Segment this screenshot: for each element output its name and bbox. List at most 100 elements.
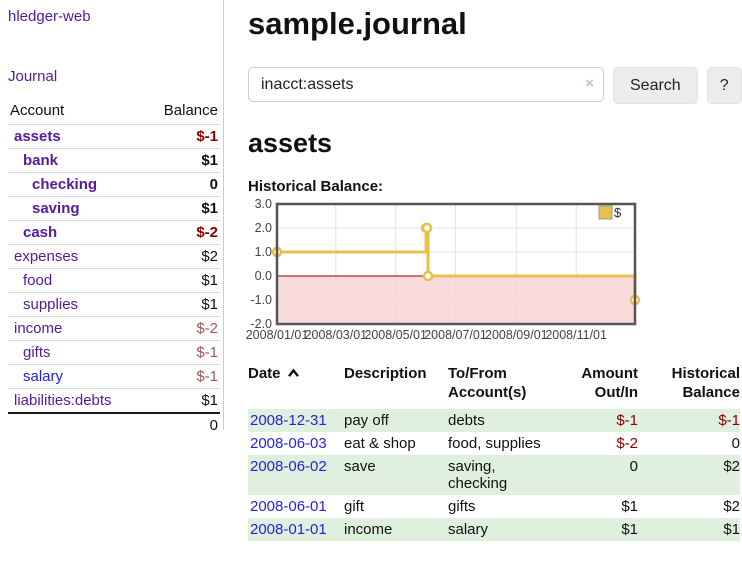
transaction-amount: $1 [621,498,638,515]
account-row: checking 0 [8,172,220,197]
y-tick-label: 1.0 [255,245,272,259]
register-row[interactable]: 2008-01-01 income salary $1 $1 [248,518,740,541]
account-row: salary $-1 [8,364,220,389]
clear-search-icon[interactable]: × [585,75,594,92]
account-row: food $1 [8,268,220,293]
negative-region [277,276,635,324]
balance-chart[interactable]: $3.0 2.0 1.0 0.0 -1.0 -2.0 2008/01/01 2008/03/0… [246,197,742,348]
data-point-marker [422,270,434,282]
transaction-accounts: food, supplies [448,435,541,452]
transaction-accounts: salary [448,521,489,538]
account-row: liabilities:debts $1 [8,388,220,414]
search-input-wrap: × [248,67,604,102]
brand-link[interactable]: hledger-web [8,8,91,25]
x-tick-label: 2008/03/01 [305,328,368,342]
y-tick-label: 2.0 [255,221,272,235]
account-row: cash $-2 [8,220,220,245]
register-row[interactable]: 2008-06-03 eat & shop food, supplies $-2 0 [248,432,740,455]
accounts-header-balance: Balance [163,102,218,119]
account-link[interactable]: assets [14,128,61,145]
account-row: expenses $2 [8,244,220,269]
register-header-amount: Amount Out/In [581,365,638,401]
account-link[interactable]: salary [23,368,64,385]
search-form: × Search ? [248,67,742,104]
transaction-date-link[interactable]: 2008-06-03 [250,435,327,452]
accounts-table: Account Balance assets $-1 bank $1 checking 0… [8,99,220,437]
account-row: saving $1 [8,196,220,221]
sidebar-divider [223,0,224,430]
account-link[interactable]: income [14,320,63,337]
register-header-date[interactable]: Date [248,360,344,409]
x-tick-label: 2008/01/01 [246,328,309,342]
x-tick-label: 2008/09/01 [485,328,548,342]
x-tick-label: 2008/05/01 [364,328,427,342]
sort-ascending-icon [287,368,299,377]
account-link[interactable]: bank [23,152,59,169]
y-tick-label: -2.0 [250,317,272,331]
accounts-header-row: Account Balance [8,99,220,125]
sidebar-item-journal[interactable]: Journal [8,68,58,85]
transaction-description: income [344,521,393,538]
transaction-date-link[interactable]: 2008-06-02 [250,458,327,475]
search-input[interactable] [248,67,604,102]
account-link[interactable]: food [23,272,53,289]
account-row: bank $1 [8,148,220,173]
transaction-balance: $2 [723,498,740,515]
account-balance: $-1 [196,128,218,145]
transaction-accounts: saving, checking [448,458,508,492]
register-header-description: Description [344,365,427,382]
register-header-balance: Historical Balance [671,365,740,401]
page-title: sample.journal [248,6,467,41]
account-balance: $2 [201,248,218,265]
transaction-accounts: gifts [448,498,476,515]
y-tick-label: 3.0 [255,197,272,211]
account-row: income $-2 [8,316,220,341]
account-balance: 0 [209,176,218,193]
help-button[interactable]: ? [706,67,742,104]
account-balance: $1 [201,152,218,169]
transaction-accounts: debts [448,412,485,429]
transaction-amount: $-2 [616,435,638,452]
search-button[interactable]: Search [613,67,698,104]
account-balance: $-1 [196,368,218,385]
data-point-marker [421,222,433,234]
accounts-header-account: Account [10,102,65,119]
account-link[interactable]: cash [23,224,58,241]
transaction-description: save [344,458,376,475]
account-row: gifts $-1 [8,340,220,365]
transaction-amount: 0 [629,458,638,475]
account-link[interactable]: gifts [23,344,51,361]
transaction-date-link[interactable]: 2008-06-01 [250,498,327,515]
transaction-date-link[interactable]: 2008-01-01 [250,521,327,538]
accounts-total-row: 0 [8,413,220,437]
account-balance: $1 [201,272,218,289]
main-content: sample.journal × Search ? assets Histori… [246,0,742,541]
account-link[interactable]: expenses [14,248,79,265]
transaction-amount: $1 [621,521,638,538]
account-link[interactable]: supplies [23,296,79,313]
transaction-date-link[interactable]: 2008-12-31 [250,412,327,429]
transaction-description: pay off [344,412,389,429]
account-link[interactable]: liabilities:debts [14,392,112,409]
chart-title: Historical Balance: [248,178,384,195]
account-balance: $-1 [196,344,218,361]
register-header-row: Date Description To/From Account(s) Amou… [248,360,740,409]
register-row[interactable]: 2008-12-31 pay off debts $-1 $-1 [248,409,740,432]
transaction-balance: $2 [723,458,740,475]
chart-canvas: $3.0 2.0 1.0 0.0 -1.0 -2.02008/01/012008/03/0… [246,197,641,342]
account-link[interactable]: checking [32,176,98,193]
account-link[interactable]: saving [32,200,80,217]
legend-swatch [598,205,613,220]
x-tick-label: 2008/11/01 [545,328,607,342]
account-heading: assets [248,128,333,158]
register-table: Date Description To/From Account(s) Amou… [248,360,740,541]
transaction-description: gift [344,498,365,515]
account-balance: $1 [201,296,218,313]
account-balance: $-2 [196,224,218,241]
register-row[interactable]: 2008-06-02 save saving, checking 0 $2 [248,455,740,495]
account-row: assets $-1 [8,124,220,149]
register-header-accounts: To/From Account(s) [448,365,527,401]
x-tick-label: 2008/07/01 [424,328,487,342]
register-row[interactable]: 2008-06-01 gift gifts $1 $2 [248,495,740,518]
y-tick-label: -1.0 [250,293,272,307]
